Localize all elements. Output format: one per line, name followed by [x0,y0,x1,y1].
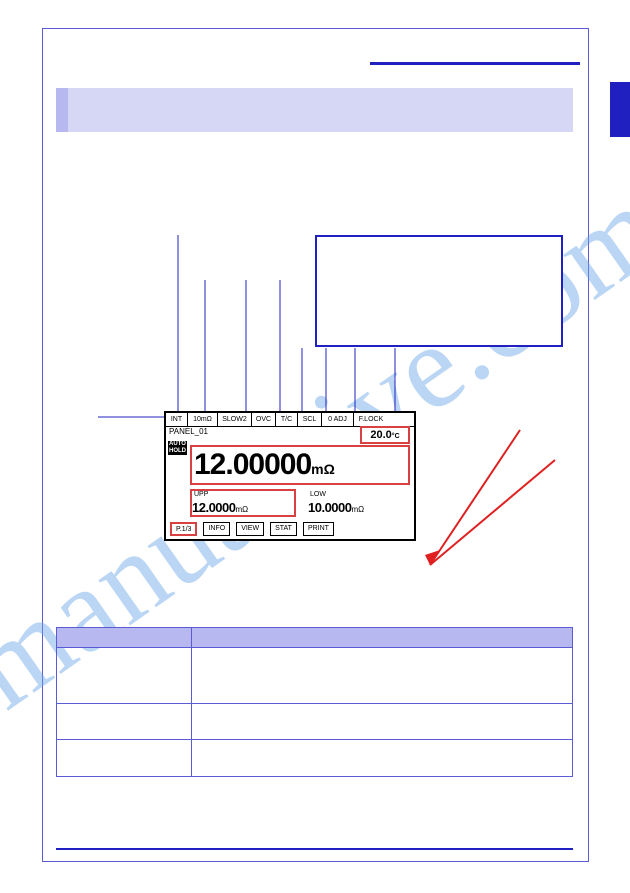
status-flock: F.LOCK [354,413,388,426]
header-underline [370,62,580,65]
mode-auto: AUTO [168,441,187,448]
description-table [56,627,573,777]
section-title-bar [56,88,573,132]
tab-print[interactable]: PRINT [303,522,334,536]
upp-unit: mΩ [236,505,249,514]
status-range: 10mΩ [188,413,218,426]
table-header [57,628,572,648]
reading-unit: mΩ [311,461,335,477]
status-0adj: 0 ADJ [322,413,354,426]
main-reading-box: 12.00000mΩ [190,445,410,485]
tab-page[interactable]: P.1/3 [170,522,197,536]
status-tc: T/C [276,413,298,426]
side-tab [610,82,630,137]
upp-value: 12.0000 [192,500,236,515]
status-scl: SCL [298,413,322,426]
upp-label: UPP [192,491,294,499]
status-speed: SLOW2 [218,413,252,426]
panel-name-row: PANEL_01 20.0°C [166,427,414,440]
status-ovc: OVC [252,413,276,426]
table-row [57,740,572,776]
mode-hold: HOLD [168,448,187,455]
table-row [57,704,572,740]
low-value: 10.0000 [308,500,352,515]
table-row [57,648,572,704]
tab-view[interactable]: VIEW [236,522,264,536]
upper-limit-box: UPP 12.0000mΩ [190,489,296,517]
low-unit: mΩ [352,505,365,514]
low-label: LOW [308,491,364,499]
instrument-status-row: INT 10mΩ SLOW2 OVC T/C SCL 0 ADJ F.LOCK [166,413,414,427]
limits-row: UPP 12.0000mΩ LOW 10.0000mΩ [190,489,410,517]
footer-line [56,848,573,850]
instrument-tabs: P.1/3 INFO VIEW STAT PRINT [170,522,414,536]
reading-value: 12.00000 [192,448,311,481]
temperature-box: 20.0°C [360,426,410,444]
tab-stat[interactable]: STAT [270,522,297,536]
info-callout-box [315,235,563,347]
temp-value: 20.0 [370,429,391,441]
instrument-display: INT 10mΩ SLOW2 OVC T/C SCL 0 ADJ F.LOCK … [164,411,416,541]
status-int: INT [166,413,188,426]
panel-name: PANEL_01 [169,427,208,436]
mode-indicator: AUTO HOLD [168,441,187,455]
tab-info[interactable]: INFO [203,522,230,536]
lower-limit: LOW 10.0000mΩ [308,491,364,517]
temp-unit: °C [392,433,400,440]
